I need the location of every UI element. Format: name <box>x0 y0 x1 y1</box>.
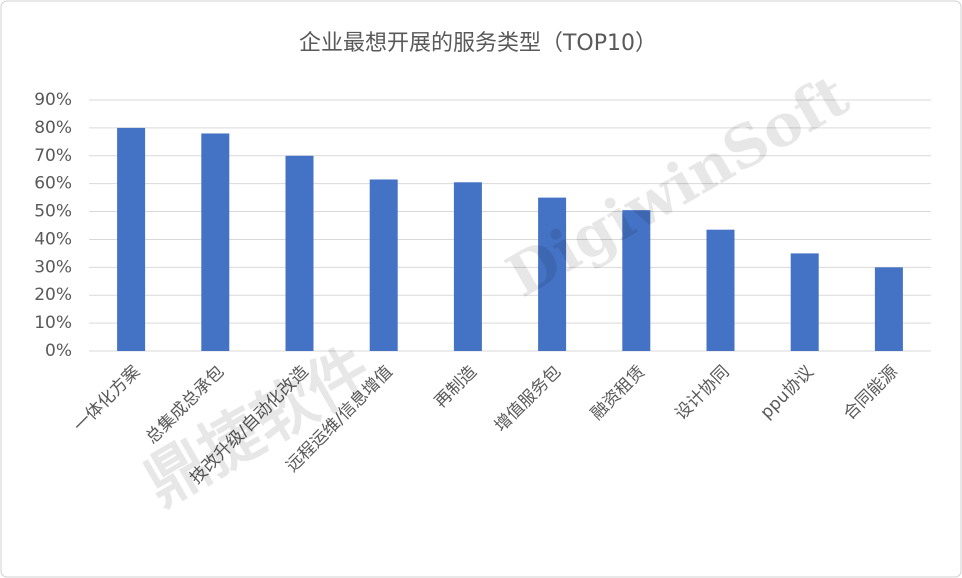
y-tick-label: 50% <box>34 202 72 222</box>
y-tick-label: 30% <box>34 257 72 277</box>
bar <box>453 182 482 351</box>
bar <box>706 229 735 351</box>
bar <box>285 155 314 351</box>
y-tick-label: 20% <box>34 285 72 305</box>
y-tick-label: 10% <box>34 313 72 333</box>
bar <box>622 210 651 351</box>
bar <box>369 179 398 351</box>
chart-title: 企业最想开展的服务类型（TOP10） <box>299 31 657 56</box>
bar <box>117 127 146 351</box>
y-tick-label: 80% <box>34 118 72 138</box>
bar <box>538 197 567 351</box>
bar <box>874 267 903 351</box>
y-tick-label: 40% <box>34 229 72 249</box>
bar <box>201 133 230 351</box>
y-tick-label: 60% <box>34 174 72 194</box>
y-tick-label: 90% <box>34 90 72 110</box>
y-tick-label: 70% <box>34 146 72 166</box>
bar <box>790 253 819 351</box>
y-tick-label: 0% <box>45 341 72 361</box>
